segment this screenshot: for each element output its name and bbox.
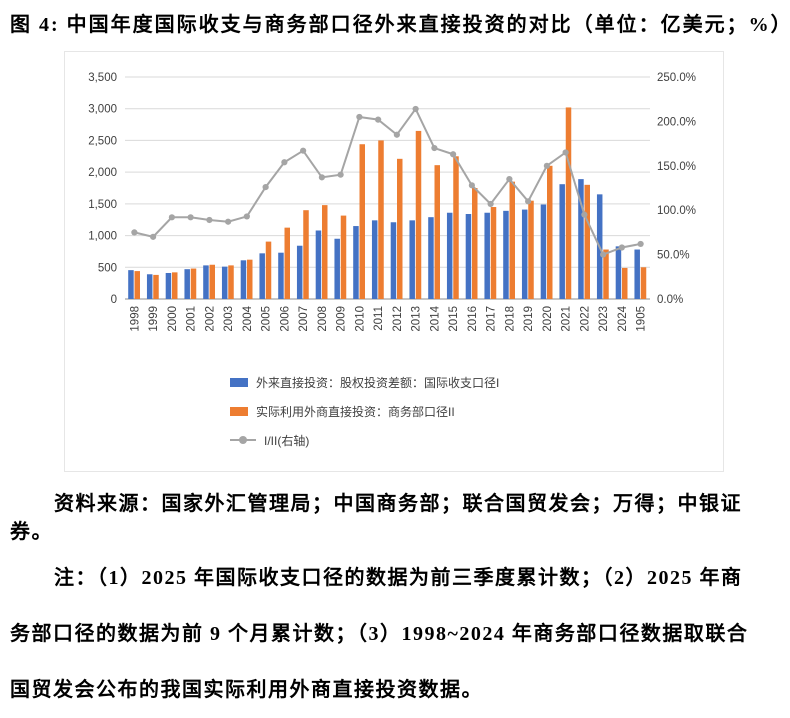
svg-text:2,500: 2,500 (88, 135, 117, 147)
svg-text:1999: 1999 (148, 306, 160, 332)
svg-text:0.0%: 0.0% (657, 294, 683, 306)
svg-text:2000: 2000 (167, 306, 179, 332)
svg-text:2013: 2013 (411, 306, 423, 332)
document-page: 图 4: 中国年度国际收支与商务部口径外来直接投资的对比（单位：亿美元；%） 0… (0, 8, 790, 701)
svg-text:2008: 2008 (317, 306, 329, 332)
chart-canvas: 0 500 1,000 1,500 2,000 2,500 3,000 3,500 0.0% 50… (88, 72, 696, 332)
figure-title: 图 4: 中国年度国际收支与商务部口径外来直接投资的对比（单位：亿美元；%） (10, 14, 790, 36)
note-line-3: 国贸发会公布的我国实际利用外商直接投资数据。 (10, 679, 483, 701)
notes-block: 注：（1）2025 年国际收支口径的数据为前三季度累计数；（2）2025 年商 … (10, 550, 780, 718)
svg-text:0: 0 (111, 294, 117, 306)
legend-item-mofcom-series: 实际利用外商直接投资：商务部口径II (230, 403, 723, 420)
svg-text:2023: 2023 (598, 306, 610, 332)
axis-tick-labels: 0 500 1,000 1,500 2,000 2,500 3,000 3,500 0.0% 50… (88, 72, 696, 306)
svg-text:2012: 2012 (392, 306, 404, 332)
svg-text:50.0%: 50.0% (657, 250, 690, 262)
svg-text:2017: 2017 (486, 306, 498, 332)
svg-text:100.0%: 100.0% (657, 205, 696, 217)
svg-text:2002: 2002 (204, 306, 216, 332)
legend-label-bop: 外来直接投资：股权投资差额：国际收支口径I (256, 376, 500, 390)
ratio-line-series (131, 105, 644, 258)
svg-text:2020: 2020 (542, 306, 554, 332)
svg-text:2006: 2006 (279, 306, 291, 332)
legend-label-ratio: I/II(右轴) (264, 434, 310, 448)
svg-text:3,000: 3,000 (88, 104, 117, 116)
svg-text:2022: 2022 (579, 306, 591, 332)
svg-text:2024: 2024 (617, 305, 629, 331)
note-line-2: 务部口径的数据为前 9 个月累计数；（3）1998~2024 年商务部口径数据取… (10, 623, 749, 645)
svg-text:2019: 2019 (523, 306, 535, 332)
svg-text:250.0%: 250.0% (657, 72, 696, 84)
chart-legend: 外来直接投资：股权投资差额：国际收支口径I 实际利用外商直接投资：商务部口径II… (230, 374, 723, 471)
legend-swatch-orange-bar (230, 407, 248, 416)
bar-series-0 (128, 179, 640, 299)
legend-swatch-blue-bar (230, 378, 248, 387)
svg-text:1,000: 1,000 (88, 231, 117, 243)
svg-text:1905: 1905 (636, 306, 648, 332)
svg-text:2014: 2014 (429, 305, 441, 331)
svg-text:2016: 2016 (467, 306, 479, 332)
svg-text:2021: 2021 (561, 306, 573, 332)
svg-text:2011: 2011 (373, 306, 385, 331)
note-line-1: 注：（1）2025 年国际收支口径的数据为前三季度累计数；（2）2025 年商 (54, 567, 743, 589)
svg-text:500: 500 (98, 262, 117, 274)
source-note: 资料来源：国家外汇管理局；中国商务部；联合国贸发会；万得；中银证券。 (10, 493, 742, 543)
svg-text:2003: 2003 (223, 306, 235, 332)
svg-text:1,500: 1,500 (88, 199, 117, 211)
svg-text:1998: 1998 (129, 306, 141, 332)
svg-text:150.0%: 150.0% (657, 161, 696, 173)
legend-label-mofcom: 实际利用外商直接投资：商务部口径II (256, 405, 455, 419)
x-axis-labels: 1998 1999 2000 2001 2002 2003 2004 2005 2006 2007… (129, 305, 647, 331)
svg-text:2,000: 2,000 (88, 167, 117, 179)
svg-text:2001: 2001 (186, 306, 198, 332)
legend-item-bop-series: 外来直接投资：股权投资差额：国际收支口径I (230, 374, 723, 391)
svg-text:2010: 2010 (354, 306, 366, 332)
svg-text:2007: 2007 (298, 306, 310, 332)
svg-text:2009: 2009 (336, 306, 348, 332)
svg-text:200.0%: 200.0% (657, 116, 696, 128)
bar-series-1 (134, 107, 647, 299)
svg-text:2018: 2018 (504, 306, 516, 332)
legend-item-ratio-line: I/II(右轴) (230, 432, 723, 449)
legend-swatch-line-marker (230, 436, 256, 445)
svg-text:2015: 2015 (448, 306, 460, 332)
chart-figure: 0 500 1,000 1,500 2,000 2,500 3,000 3,500 0.0% 50… (64, 51, 724, 472)
svg-text:2004: 2004 (242, 305, 254, 331)
svg-text:2005: 2005 (261, 306, 273, 332)
svg-text:3,500: 3,500 (88, 72, 117, 84)
